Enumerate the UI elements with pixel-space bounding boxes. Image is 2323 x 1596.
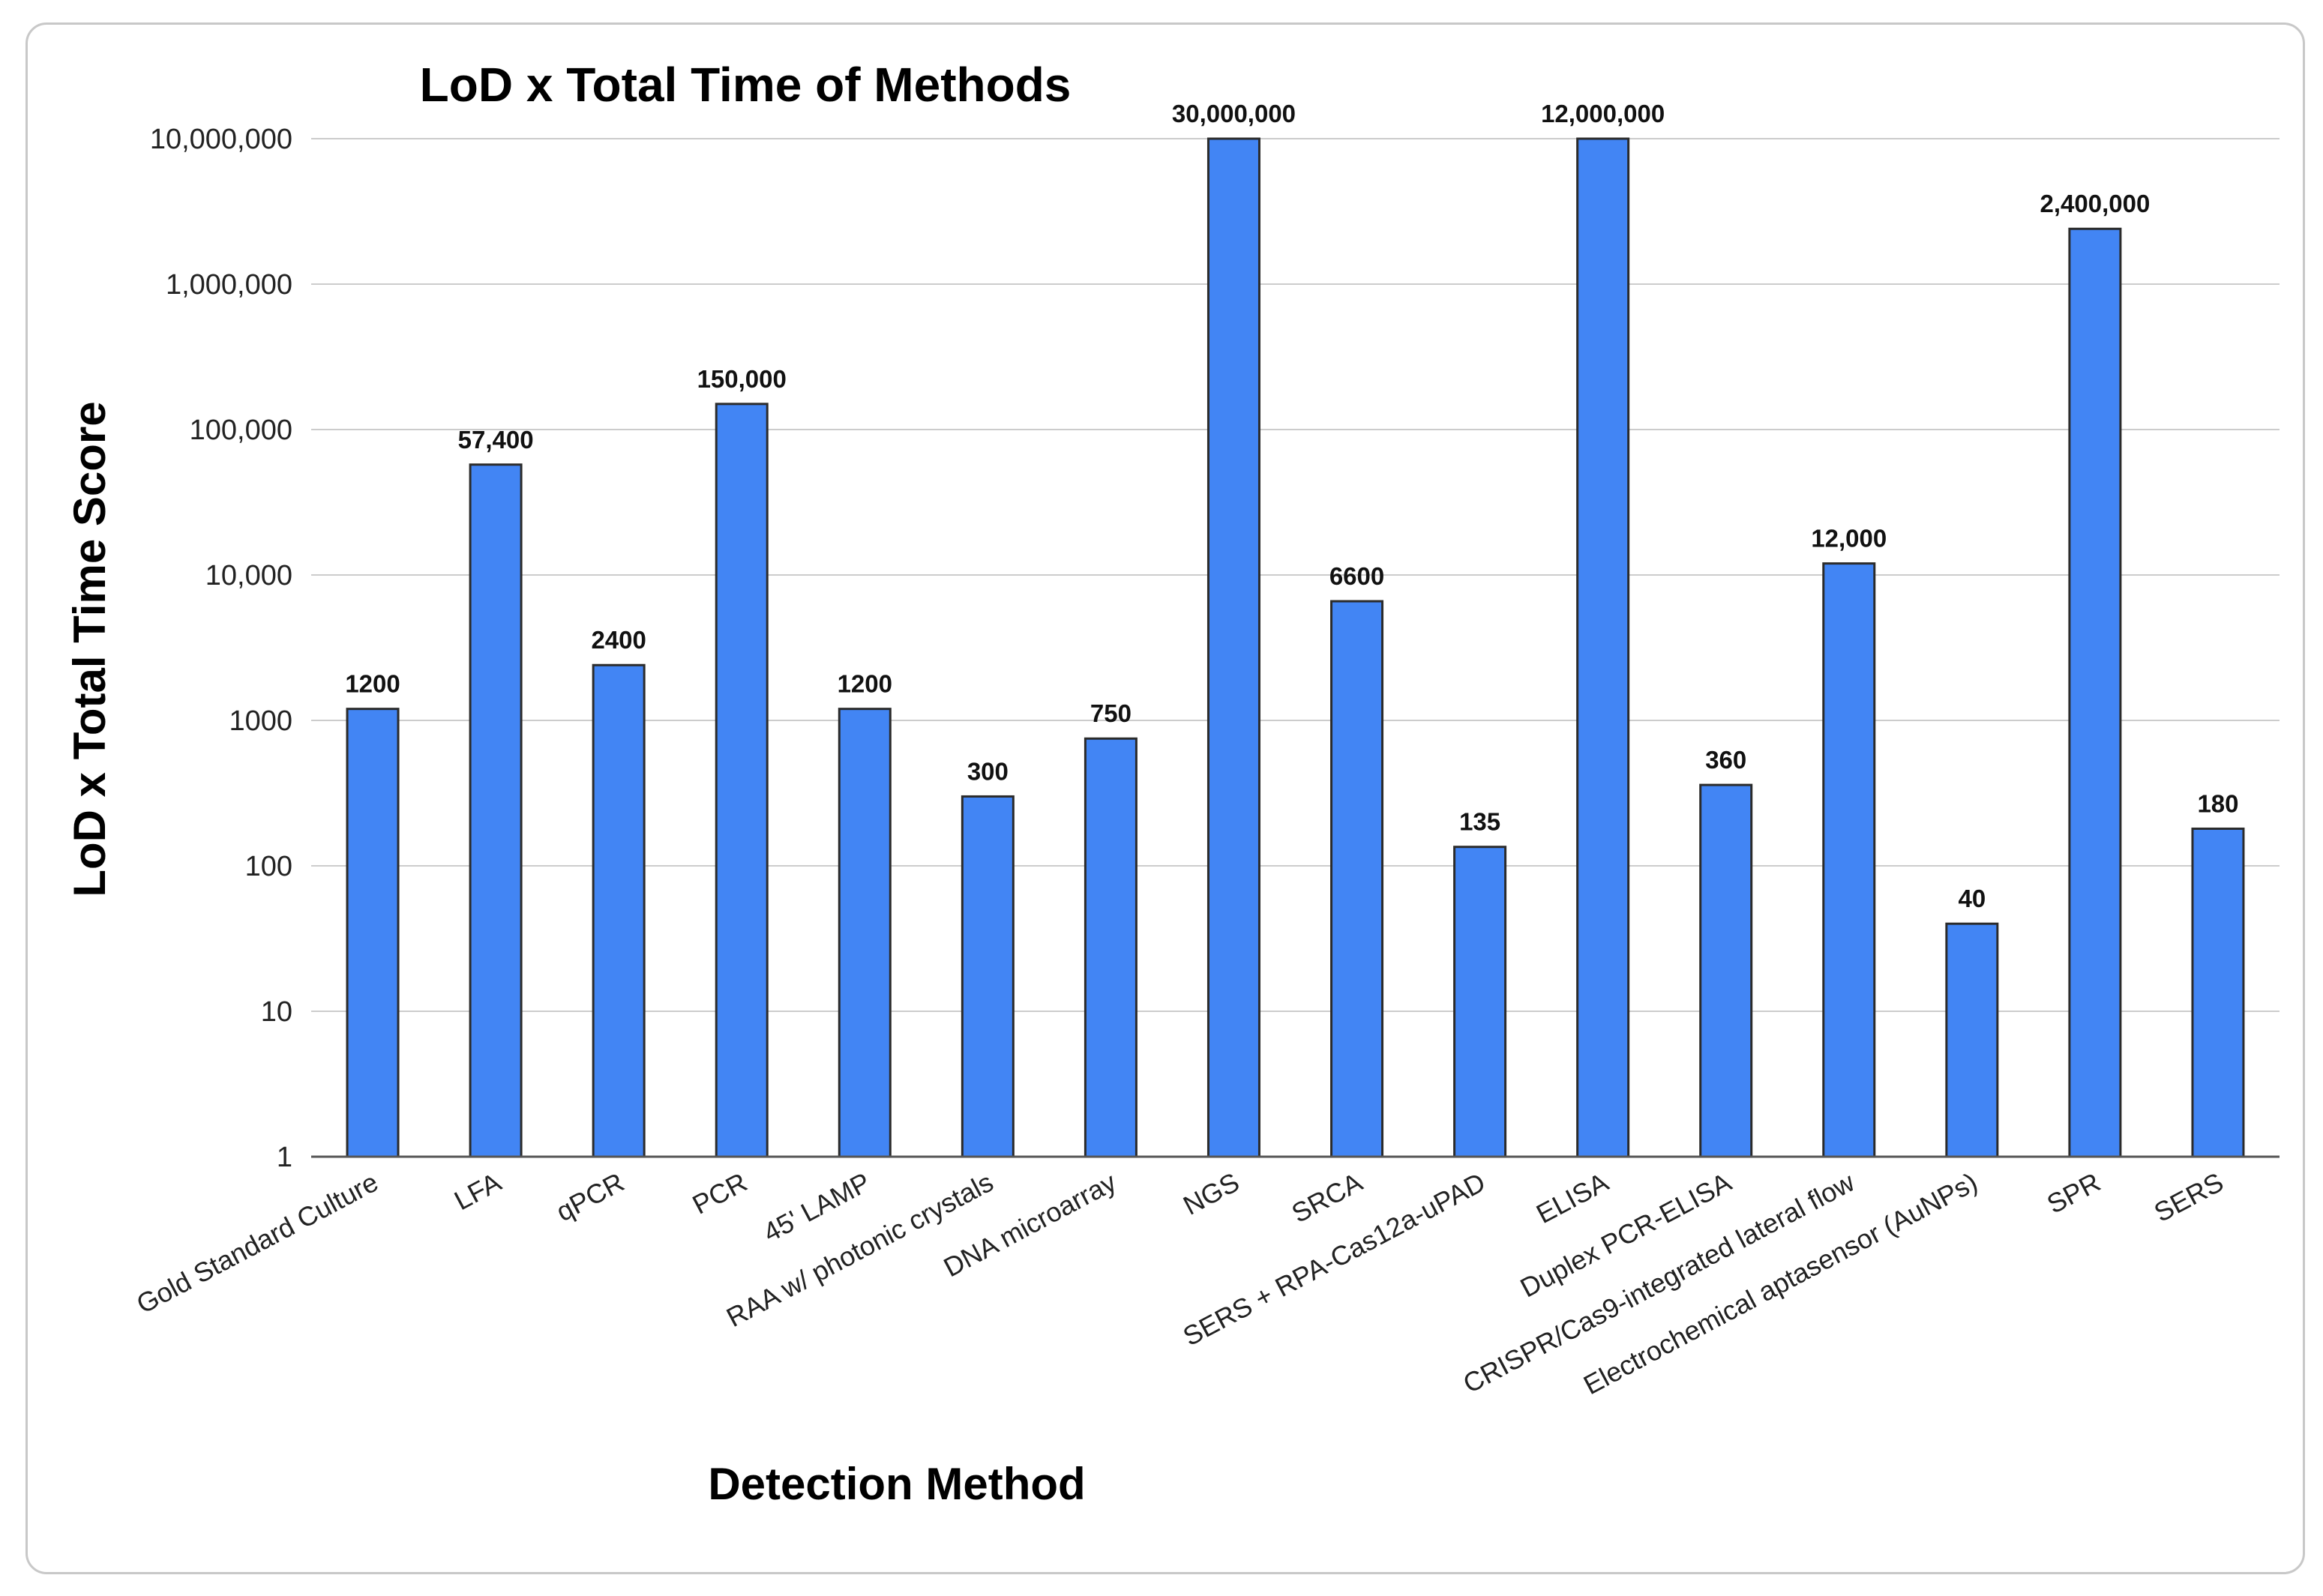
x-tick-label: qPCR xyxy=(551,1166,629,1227)
y-tick-label: 10,000,000 xyxy=(150,124,292,155)
bar xyxy=(838,708,892,1158)
data-label: 6600 xyxy=(1329,562,1384,590)
bar xyxy=(1945,922,1999,1158)
data-label: 750 xyxy=(1090,699,1132,727)
data-label: 40 xyxy=(1958,885,1986,912)
x-axis-title: Detection Method xyxy=(708,1459,1085,1509)
data-label: 2,400,000 xyxy=(2040,190,2151,217)
x-tick-label: ELISA xyxy=(1531,1166,1613,1229)
x-tick-label: PCR xyxy=(688,1166,752,1220)
bar xyxy=(1822,562,1876,1158)
bar xyxy=(1206,137,1260,1158)
y-axis-title: LoD x Total Time Score xyxy=(64,401,115,897)
bar xyxy=(961,795,1015,1158)
y-tick-label: 100,000 xyxy=(190,415,292,446)
data-label: 2400 xyxy=(591,626,646,654)
data-label: 300 xyxy=(967,757,1009,785)
y-tick-label: 1 xyxy=(277,1142,292,1173)
bar xyxy=(1453,846,1507,1158)
data-label: 180 xyxy=(2197,789,2238,817)
bar xyxy=(1084,737,1138,1158)
bar xyxy=(346,708,400,1158)
x-tick-label: SPR xyxy=(2042,1166,2106,1220)
data-label: 12,000 xyxy=(1811,525,1887,552)
bar xyxy=(1699,783,1753,1158)
y-tick-label: 1000 xyxy=(229,705,292,737)
bar xyxy=(715,403,769,1158)
y-tick-label: 100 xyxy=(245,851,292,882)
data-label: 135 xyxy=(1459,808,1500,836)
data-label: 1200 xyxy=(838,670,892,698)
x-tick-label: NGS xyxy=(1178,1166,1244,1221)
chart-title: LoD x Total Time of Methods xyxy=(420,58,1072,112)
data-label: 30,000,000 xyxy=(1172,100,1296,127)
y-tick-label: 10,000 xyxy=(205,560,292,591)
data-label: 360 xyxy=(1705,746,1746,774)
bar xyxy=(1330,600,1384,1158)
x-tick-label: Gold Standard Culture xyxy=(131,1166,383,1319)
x-tick-label: SRCA xyxy=(1287,1166,1368,1229)
bars xyxy=(346,137,2245,1158)
chart-frame xyxy=(25,22,2305,1574)
bar xyxy=(469,463,523,1158)
data-label: 57,400 xyxy=(458,426,534,454)
bar xyxy=(2191,827,2245,1158)
bar xyxy=(592,663,646,1158)
y-tick-label: 10 xyxy=(261,996,292,1028)
bar xyxy=(1576,137,1630,1158)
bar xyxy=(2068,227,2122,1158)
x-tick-labels: Gold Standard Culture LFA qPCR PCR 45' LAMPR… xyxy=(131,1166,2228,1400)
data-labels: 1200 57,400 2400 150,000 1200 300 750 30,000,00… xyxy=(345,100,2238,912)
data-label: 12,000,000 xyxy=(1541,100,1665,127)
data-label: 1200 xyxy=(345,670,400,698)
data-label: 150,000 xyxy=(697,365,787,393)
y-tick-labels: 1 10 100 1000 10,000 100,000 1,000,000 10,000,0… xyxy=(150,124,292,1173)
y-tick-label: 1,000,000 xyxy=(166,269,292,301)
x-tick-label: LFA xyxy=(449,1166,506,1216)
x-tick-label: SERS xyxy=(2149,1166,2229,1228)
